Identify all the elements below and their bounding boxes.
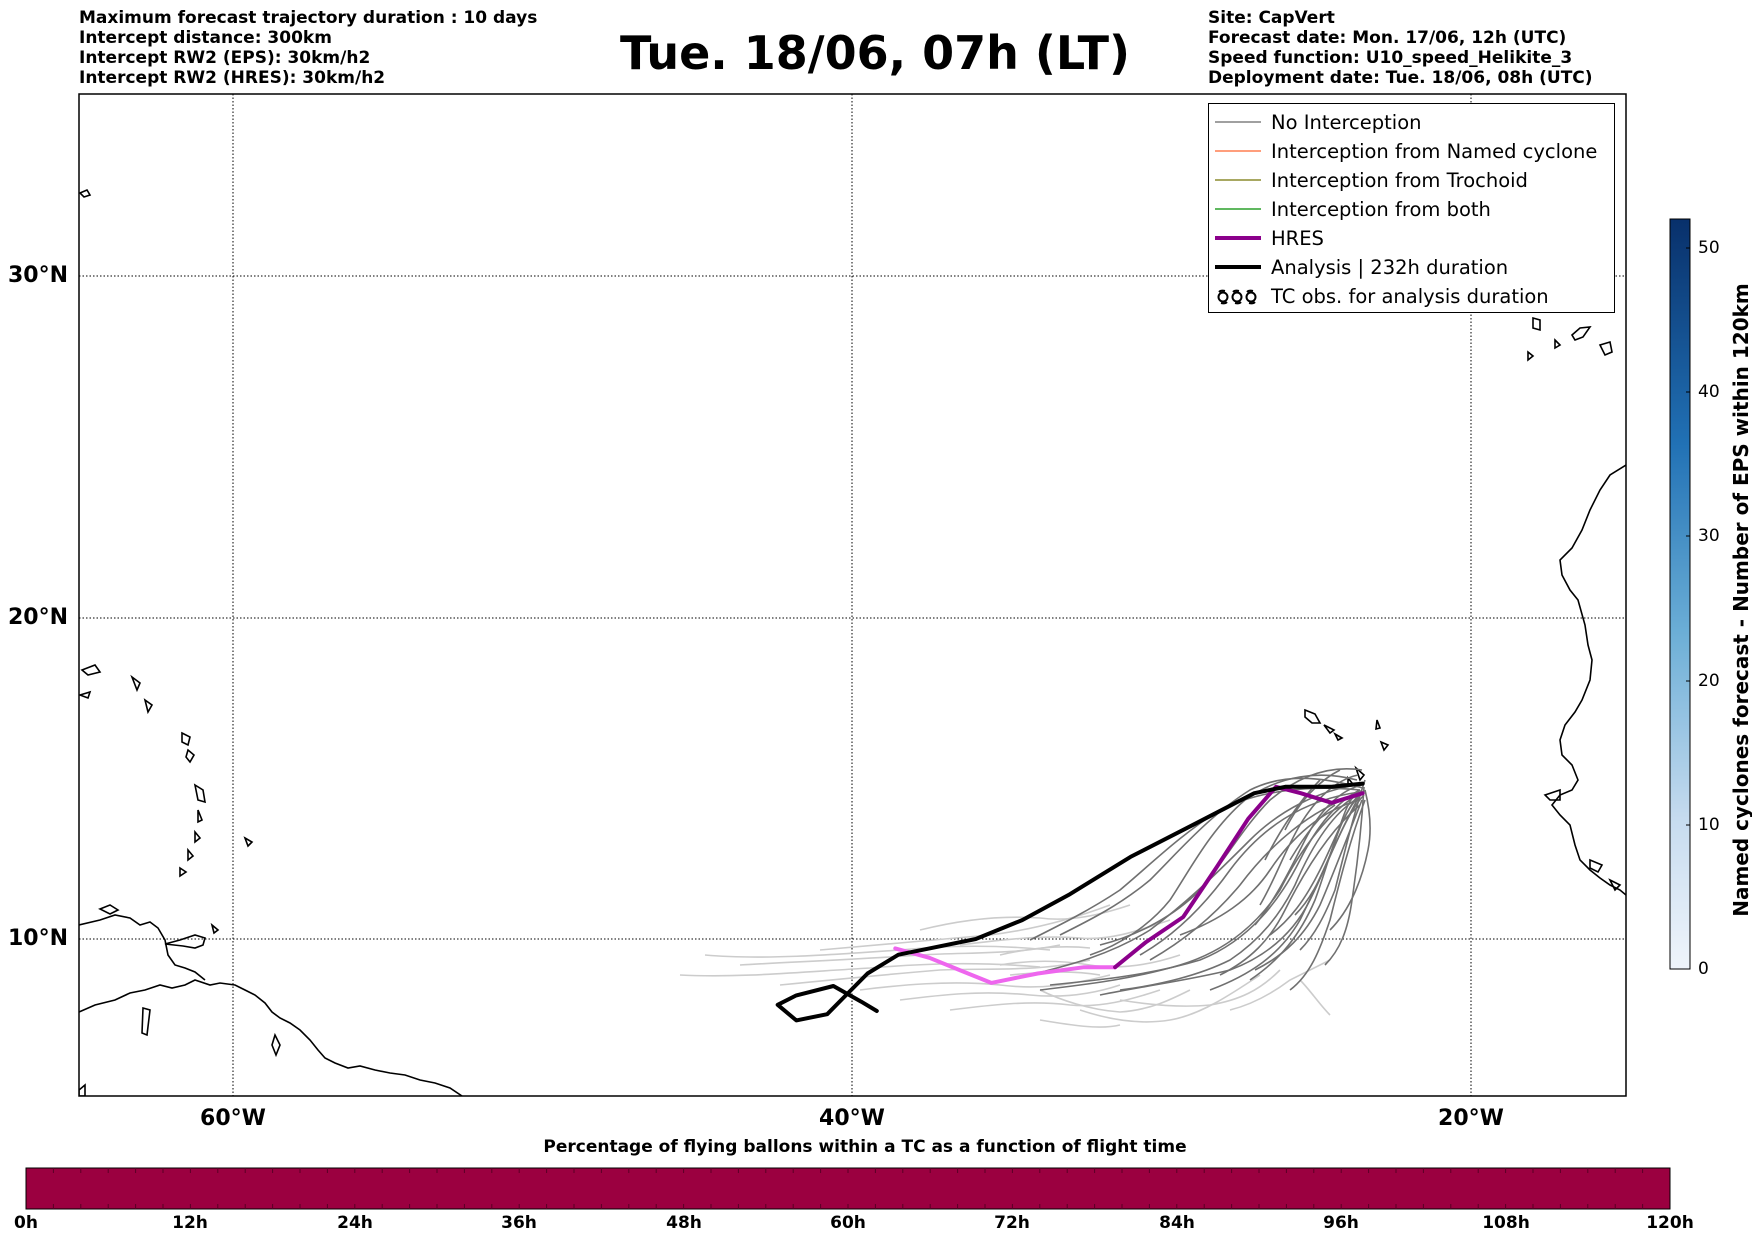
legend-swatch-trochoid	[1215, 179, 1261, 181]
colorbar-tick-label: 50	[1698, 238, 1720, 258]
legend-label: Interception from Trochoid	[1271, 169, 1528, 192]
header-left-line: Intercept RW2 (HRES): 30km/h2	[79, 68, 386, 88]
legend-swatch-hres	[1215, 236, 1261, 240]
header-right-line: Speed function: U10_speed_Helikite_3	[1208, 48, 1573, 68]
lat-label-20n: 20°N	[8, 605, 69, 630]
bottom-tick-label: 84h	[1159, 1213, 1195, 1233]
bottom-tick-label: 120h	[1646, 1213, 1694, 1233]
coast-africa	[1550, 464, 1626, 896]
legend-item: Interception from Trochoid	[1209, 166, 1614, 195]
header-left: Maximum forecast trajectory duration : 1…	[79, 8, 537, 88]
tc-obs-icon	[1217, 289, 1257, 305]
legend-label: Interception from both	[1271, 198, 1491, 221]
coast-islands-2	[141, 1006, 151, 1037]
colorbar-tick-label: 30	[1698, 526, 1720, 546]
header-left-line: Maximum forecast trajectory duration : 1…	[79, 8, 538, 28]
analysis-track	[775, 781, 1365, 1023]
bottom-tick-label: 108h	[1482, 1213, 1530, 1233]
bottom-colorbar	[25, 1167, 1671, 1210]
legend-item: Interception from Named cyclone	[1209, 137, 1614, 166]
legend-label: HRES	[1271, 227, 1324, 250]
coast-antilles	[79, 664, 254, 935]
legend-label: Interception from Named cyclone	[1271, 140, 1598, 163]
coast-gambia	[1543, 788, 1622, 892]
coast-south-america	[79, 979, 463, 1096]
eps-light-tracks	[679, 904, 1331, 1028]
coast-trinidad	[164, 934, 206, 949]
coast-canaries	[1527, 316, 1613, 362]
page-title: Tue. 18/06, 07h (LT)	[620, 26, 1130, 80]
header-right: Site: CapVert Forecast date: Mon. 17/06,…	[1208, 8, 1593, 88]
colorbar-label: Named cyclones forecast - Number of EPS …	[1729, 283, 1752, 917]
lon-label-20w: 20°W	[1438, 1106, 1504, 1131]
coast-venezuela-gulf	[79, 914, 206, 981]
bottom-tick-label: 72h	[994, 1213, 1030, 1233]
legend-swatch-both	[1215, 208, 1261, 210]
bottom-colorbar-minor-ticks	[52, 1168, 1644, 1209]
bottom-bar-title: Percentage of flying ballons within a TC…	[543, 1137, 1187, 1157]
map-frame	[78, 93, 1627, 1097]
hres-track	[1113, 784, 1365, 970]
legend-swatch-named-cyclone	[1215, 150, 1261, 152]
legend-swatch-analysis	[1215, 265, 1261, 269]
coast-islands-1	[98, 904, 120, 915]
legend-swatch-no-interception	[1215, 121, 1261, 123]
colorbar-tick-label: 40	[1698, 382, 1720, 402]
lat-label-30n: 30°N	[8, 263, 69, 288]
bottom-tick-label: 24h	[337, 1213, 373, 1233]
lat-label-10n: 10°N	[8, 926, 69, 951]
colorbar-tick-label: 10	[1698, 815, 1720, 835]
header-left-line: Intercept RW2 (EPS): 30km/h2	[79, 48, 371, 68]
coast-misc	[79, 188, 92, 1096]
eps-dark-tracks	[1029, 767, 1371, 996]
coastlines	[79, 188, 1626, 1096]
lon-label-40w: 40°W	[819, 1106, 885, 1131]
legend-label: TC obs. for analysis duration	[1271, 285, 1549, 308]
bottom-tick-label: 96h	[1323, 1213, 1359, 1233]
legend-label: No Interception	[1271, 111, 1422, 134]
legend-label: Analysis | 232h duration	[1271, 256, 1509, 279]
lon-label-60w: 60°W	[200, 1106, 266, 1131]
colorbar-tick-label: 20	[1698, 671, 1720, 691]
coast-capverde	[1304, 708, 1390, 788]
legend-item: HRES	[1209, 224, 1614, 253]
colorbar-tick-label: 0	[1698, 959, 1709, 979]
legend-item: No Interception	[1209, 108, 1614, 137]
header-right-line: Forecast date: Mon. 17/06, 12h (UTC)	[1208, 28, 1567, 48]
hres-track-pink	[893, 946, 1118, 985]
coast-islands-3	[271, 1032, 281, 1058]
header-right-line: Deployment date: Tue. 18/06, 08h (UTC)	[1208, 68, 1593, 88]
legend-item: Analysis | 232h duration	[1209, 253, 1614, 282]
bottom-tick-label: 0h	[14, 1213, 38, 1233]
bottom-tick-label: 60h	[830, 1213, 866, 1233]
header-left-line: Intercept distance: 300km	[79, 28, 332, 48]
bottom-tick-label: 36h	[501, 1213, 537, 1233]
colorbar-right	[1669, 218, 1691, 970]
header-right-line: Site: CapVert	[1208, 8, 1335, 28]
bottom-tick-label: 48h	[666, 1213, 702, 1233]
legend: No Interception Interception from Named …	[1208, 103, 1615, 313]
colorbar-ticks	[1686, 247, 1690, 970]
legend-item: Interception from both	[1209, 195, 1614, 224]
bottom-tick-label: 12h	[172, 1213, 208, 1233]
legend-item: TC obs. for analysis duration	[1209, 282, 1614, 311]
